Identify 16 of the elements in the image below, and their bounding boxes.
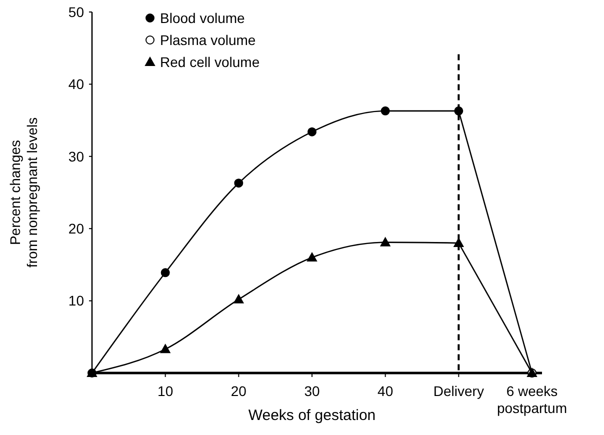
legend-label: Red cell volume: [160, 54, 260, 70]
legend-label: Plasma volume: [160, 32, 256, 48]
y-tick-label: 50: [68, 4, 84, 20]
x-tick-label: 40: [378, 383, 394, 399]
y-axis-title: Percent changes from nonpregnant levels: [7, 117, 40, 268]
y-tick-label: 30: [68, 148, 84, 164]
y-tick-label: 20: [68, 220, 84, 236]
y-tick-label: 10: [68, 292, 84, 309]
x-tick-label: 20: [230, 383, 247, 399]
y-tick-label: 40: [68, 76, 84, 92]
x-axis-title: Weeks of gestation: [248, 407, 376, 424]
x-tick-label: 6 weeks postpartum: [496, 383, 568, 416]
x-tick-label: Delivery: [433, 383, 484, 399]
x-tick-label: 10: [158, 383, 174, 399]
x-tick-label: 30: [304, 383, 320, 399]
legend-label: Blood volume: [160, 10, 246, 26]
